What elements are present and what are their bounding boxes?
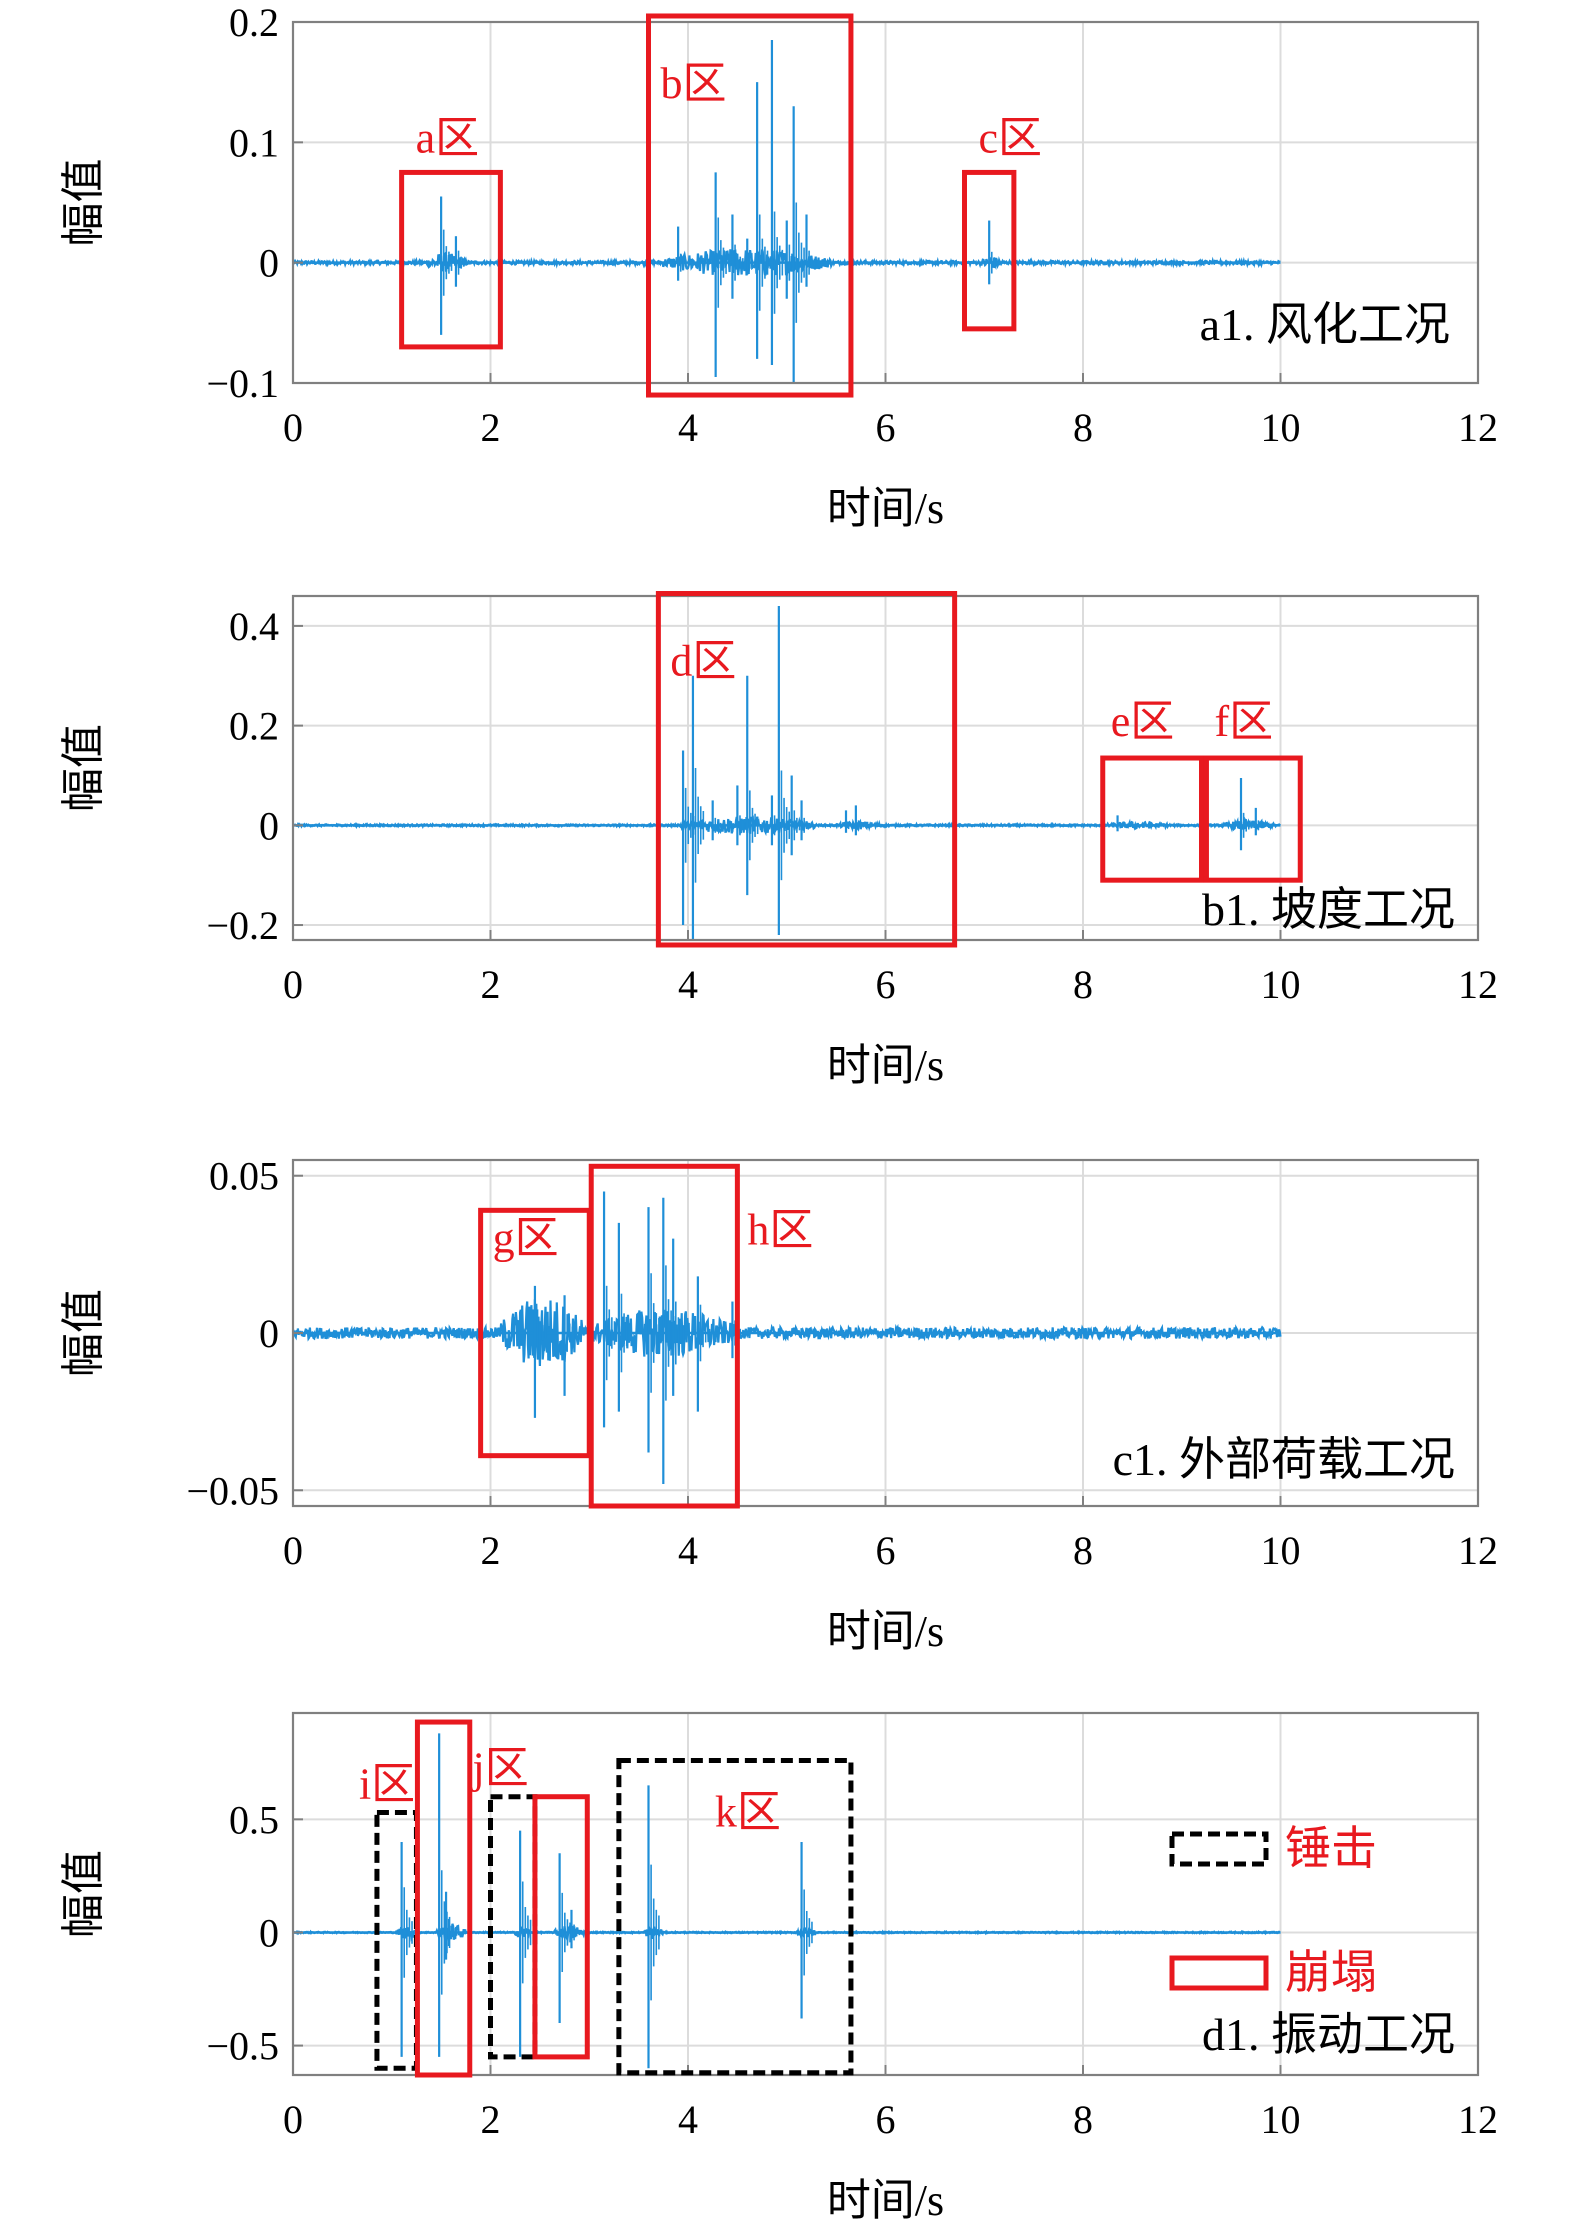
- x-tick-label: 4: [678, 1528, 698, 1573]
- x-tick-label: 8: [1073, 1528, 1093, 1573]
- region-label: g区: [493, 1213, 559, 1262]
- condition-label: b1. 坡度工况: [1202, 884, 1455, 935]
- x-tick-label: 0: [283, 405, 303, 450]
- region-label: i区: [359, 1760, 415, 1809]
- collapse-region-box: [588, 1163, 740, 1509]
- hammer-region-box: [616, 1758, 854, 2076]
- y-tick-label: 0.05: [209, 1154, 279, 1199]
- x-tick-label: 12: [1458, 1528, 1498, 1573]
- x-tick-label: 8: [1073, 2097, 1093, 2142]
- collapse-region-box: [532, 1794, 590, 2060]
- y-axis-label: 幅值: [59, 159, 108, 247]
- collapse-region-box: [962, 169, 1017, 332]
- y-axis-label: 幅值: [59, 1289, 108, 1377]
- region-label: f区: [1214, 697, 1273, 746]
- y-tick-label: 0.4: [229, 604, 279, 649]
- x-axis-label: 时间/s: [827, 1041, 944, 1090]
- collapse-region-box: [1100, 755, 1204, 883]
- y-tick-label: 0.2: [229, 704, 279, 749]
- y-tick-label: 0.1: [229, 120, 279, 165]
- y-axis-label: 幅值: [59, 724, 108, 812]
- x-tick-label: 10: [1261, 405, 1301, 450]
- signal-trace: [292, 40, 1281, 383]
- signal-trace: [292, 605, 1281, 940]
- y-tick-label: 0: [259, 803, 279, 848]
- y-tick-label: −0.5: [206, 2024, 279, 2069]
- y-tick-label: −0.2: [206, 903, 279, 948]
- region-label: b区: [661, 59, 727, 108]
- x-tick-label: 2: [481, 1528, 501, 1573]
- legend-hammer-label: 锤击: [1285, 1823, 1377, 1874]
- region-label: e区: [1111, 697, 1175, 746]
- x-tick-label: 8: [1073, 405, 1093, 450]
- legend-collapse-swatch: [1169, 1955, 1269, 1991]
- x-tick-label: 6: [876, 2097, 896, 2142]
- region-label: c区: [979, 113, 1043, 162]
- x-tick-label: 8: [1073, 962, 1093, 1007]
- signal-trace: [292, 1733, 1281, 2069]
- collapse-region-box: [1203, 755, 1303, 883]
- region-label: h区: [747, 1205, 813, 1254]
- legend: 锤击 崩塌: [1169, 1823, 1377, 1998]
- hammer-region-box: [488, 1794, 538, 2060]
- x-tick-label: 4: [678, 2097, 698, 2142]
- y-axis-label: 幅值: [59, 1850, 108, 1938]
- x-tick-label: 12: [1458, 2097, 1498, 2142]
- x-tick-label: 12: [1458, 962, 1498, 1007]
- y-tick-label: 0.5: [229, 1797, 279, 1842]
- region-label: d区: [670, 637, 736, 686]
- y-tick-label: 0: [259, 1311, 279, 1356]
- x-tick-label: 2: [481, 405, 501, 450]
- collapse-region-box: [646, 13, 854, 398]
- x-tick-label: 6: [876, 962, 896, 1007]
- x-axis-label: 时间/s: [827, 484, 944, 533]
- x-tick-label: 10: [1261, 962, 1301, 1007]
- signal-trace: [292, 1191, 1282, 1484]
- x-tick-label: 4: [678, 962, 698, 1007]
- condition-label: d1. 振动工况: [1202, 2009, 1455, 2060]
- x-tick-label: 10: [1261, 1528, 1301, 1573]
- x-tick-label: 6: [876, 405, 896, 450]
- x-tick-label: 10: [1261, 2097, 1301, 2142]
- legend-hammer-swatch: [1169, 1831, 1269, 1867]
- x-axis-label: 时间/s: [827, 1607, 944, 1656]
- legend-collapse-label: 崩塌: [1285, 1947, 1377, 1998]
- collapse-region-box: [414, 1719, 473, 2078]
- x-axis-label: 时间/s: [827, 2176, 944, 2225]
- y-tick-label: 0.2: [229, 0, 279, 45]
- x-tick-label: 4: [678, 405, 698, 450]
- region-label: a区: [416, 113, 480, 162]
- x-tick-label: 2: [481, 2097, 501, 2142]
- x-tick-label: 0: [283, 1528, 303, 1573]
- x-tick-label: 6: [876, 1528, 896, 1573]
- x-tick-label: 0: [283, 962, 303, 1007]
- region-label: j区: [471, 1744, 529, 1793]
- region-label: k区: [715, 1788, 781, 1837]
- y-tick-label: −0.05: [186, 1468, 279, 1513]
- x-tick-label: 12: [1458, 405, 1498, 450]
- y-tick-label: −0.1: [206, 361, 279, 406]
- condition-label: a1. 风化工况: [1200, 299, 1450, 350]
- y-tick-label: 0: [259, 241, 279, 286]
- condition-label: c1. 外部荷载工况: [1113, 1434, 1455, 1485]
- collapse-region-box: [655, 591, 958, 948]
- y-tick-label: 0: [259, 1910, 279, 1955]
- x-tick-label: 2: [481, 962, 501, 1007]
- x-tick-label: 0: [283, 2097, 303, 2142]
- collapse-region-box: [399, 169, 503, 350]
